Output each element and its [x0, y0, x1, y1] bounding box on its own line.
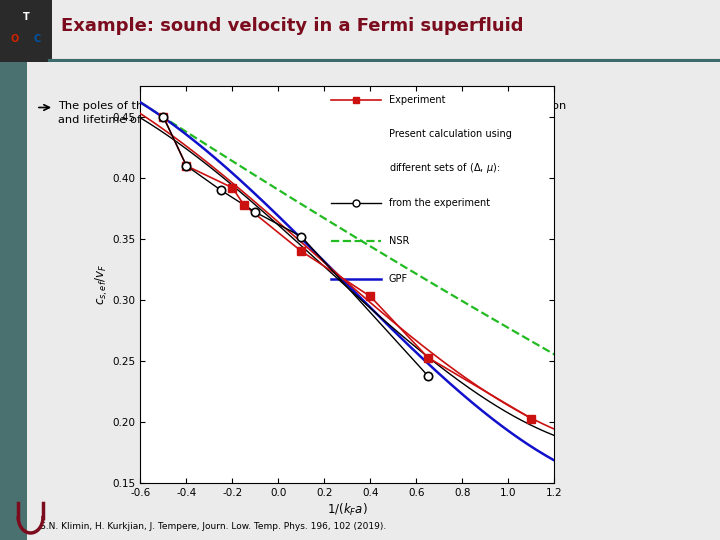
Text: different sets of ($\Delta$, $\mu$):: different sets of ($\Delta$, $\mu$): [389, 161, 500, 175]
Text: NSR: NSR [389, 236, 409, 246]
Text: The poles of the propagator, or equivalently the zeroes of det (ℳ) , reveal the : The poles of the propagator, or equivale… [58, 101, 566, 111]
Text: Example: sound velocity in a Fermi superfluid: Example: sound velocity in a Fermi super… [61, 17, 523, 35]
Text: GPF: GPF [389, 274, 408, 284]
Text: O: O [10, 33, 19, 44]
FancyBboxPatch shape [0, 62, 27, 540]
Text: C: C [34, 33, 41, 44]
Text: from the experiment: from the experiment [389, 199, 490, 208]
Text: Experiment: Experiment [389, 95, 445, 105]
Text: and lifetime of the bosonic excitations of the superfluid.: and lifetime of the bosonic excitations … [58, 116, 378, 125]
Y-axis label: $c_{s,ef}/v_F$: $c_{s,ef}/v_F$ [93, 265, 109, 305]
Text: S.N. Klimin, H. Kurkjian, J. Tempere, Journ. Low. Temp. Phys. 196, 102 (2019).: S.N. Klimin, H. Kurkjian, J. Tempere, Jo… [40, 522, 386, 531]
Text: Present calculation using: Present calculation using [389, 129, 512, 139]
Text: T: T [22, 12, 30, 22]
X-axis label: $1/(k_F a)$: $1/(k_F a)$ [327, 502, 368, 518]
FancyBboxPatch shape [0, 0, 52, 62]
